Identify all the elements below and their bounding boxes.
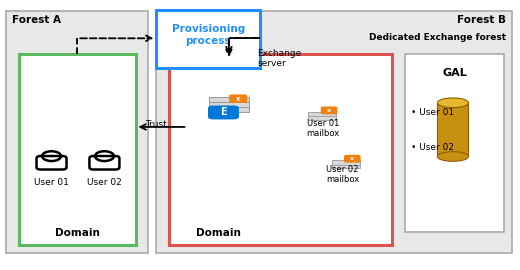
FancyBboxPatch shape bbox=[157, 11, 512, 253]
Text: x: x bbox=[327, 108, 331, 113]
FancyBboxPatch shape bbox=[332, 164, 359, 168]
Ellipse shape bbox=[437, 98, 469, 108]
Text: Forest A: Forest A bbox=[12, 15, 61, 25]
FancyBboxPatch shape bbox=[332, 160, 359, 165]
Text: Trust: Trust bbox=[146, 120, 167, 129]
Text: User 02
mailbox: User 02 mailbox bbox=[327, 164, 360, 184]
FancyBboxPatch shape bbox=[19, 55, 136, 245]
Text: x: x bbox=[350, 156, 354, 161]
Text: Dedicated Exchange forest: Dedicated Exchange forest bbox=[369, 33, 506, 42]
Text: Domain: Domain bbox=[196, 228, 241, 238]
Text: GAL: GAL bbox=[442, 68, 467, 78]
FancyBboxPatch shape bbox=[229, 94, 247, 103]
Text: • User 01: • User 01 bbox=[411, 108, 454, 117]
Text: User 01: User 01 bbox=[34, 178, 69, 187]
Text: Exchange
server: Exchange server bbox=[257, 49, 302, 68]
Text: x: x bbox=[236, 96, 240, 102]
FancyBboxPatch shape bbox=[344, 155, 360, 163]
FancyBboxPatch shape bbox=[308, 115, 336, 120]
FancyBboxPatch shape bbox=[209, 106, 249, 112]
FancyBboxPatch shape bbox=[208, 106, 239, 119]
FancyBboxPatch shape bbox=[437, 103, 469, 157]
FancyBboxPatch shape bbox=[169, 55, 392, 245]
FancyBboxPatch shape bbox=[6, 11, 149, 253]
FancyBboxPatch shape bbox=[157, 10, 260, 68]
Text: • User 02: • User 02 bbox=[411, 143, 454, 152]
Text: User 02: User 02 bbox=[87, 178, 122, 187]
Ellipse shape bbox=[437, 152, 469, 161]
Text: Domain: Domain bbox=[55, 228, 100, 238]
FancyBboxPatch shape bbox=[209, 102, 249, 107]
FancyBboxPatch shape bbox=[209, 97, 249, 102]
FancyBboxPatch shape bbox=[405, 55, 504, 232]
Text: User 01
mailbox: User 01 mailbox bbox=[307, 119, 340, 138]
FancyBboxPatch shape bbox=[308, 112, 336, 116]
Text: Provisioning
process: Provisioning process bbox=[172, 24, 245, 46]
Text: E: E bbox=[220, 107, 227, 117]
Text: Forest B: Forest B bbox=[458, 15, 506, 25]
FancyBboxPatch shape bbox=[321, 106, 337, 114]
